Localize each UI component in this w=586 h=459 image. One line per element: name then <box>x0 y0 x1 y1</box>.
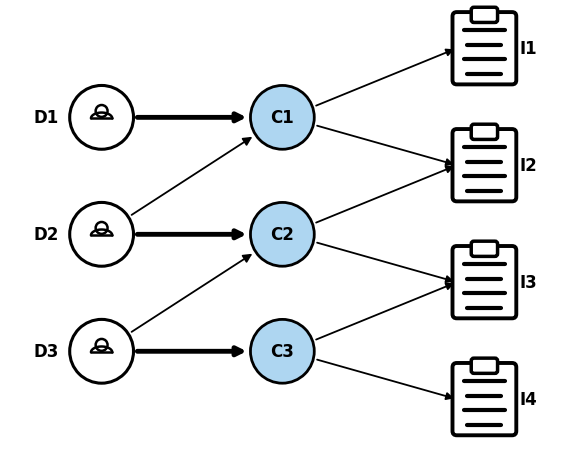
Text: D2: D2 <box>34 226 59 244</box>
Text: C1: C1 <box>271 109 294 127</box>
FancyBboxPatch shape <box>452 13 516 85</box>
Circle shape <box>70 319 134 383</box>
FancyBboxPatch shape <box>471 125 498 140</box>
Text: I2: I2 <box>519 157 537 175</box>
Circle shape <box>250 203 314 267</box>
FancyBboxPatch shape <box>471 8 498 23</box>
FancyBboxPatch shape <box>452 363 516 435</box>
Circle shape <box>250 86 314 150</box>
Text: I4: I4 <box>519 390 537 408</box>
Text: I1: I1 <box>519 40 537 58</box>
FancyBboxPatch shape <box>452 130 516 202</box>
Text: D3: D3 <box>34 342 59 360</box>
Circle shape <box>250 319 314 383</box>
Circle shape <box>70 86 134 150</box>
FancyBboxPatch shape <box>471 358 498 374</box>
Circle shape <box>70 203 134 267</box>
Text: C2: C2 <box>270 226 294 244</box>
Text: D1: D1 <box>34 109 59 127</box>
Text: I3: I3 <box>519 274 537 291</box>
FancyBboxPatch shape <box>471 241 498 257</box>
Text: C3: C3 <box>270 342 294 360</box>
FancyBboxPatch shape <box>452 246 516 319</box>
